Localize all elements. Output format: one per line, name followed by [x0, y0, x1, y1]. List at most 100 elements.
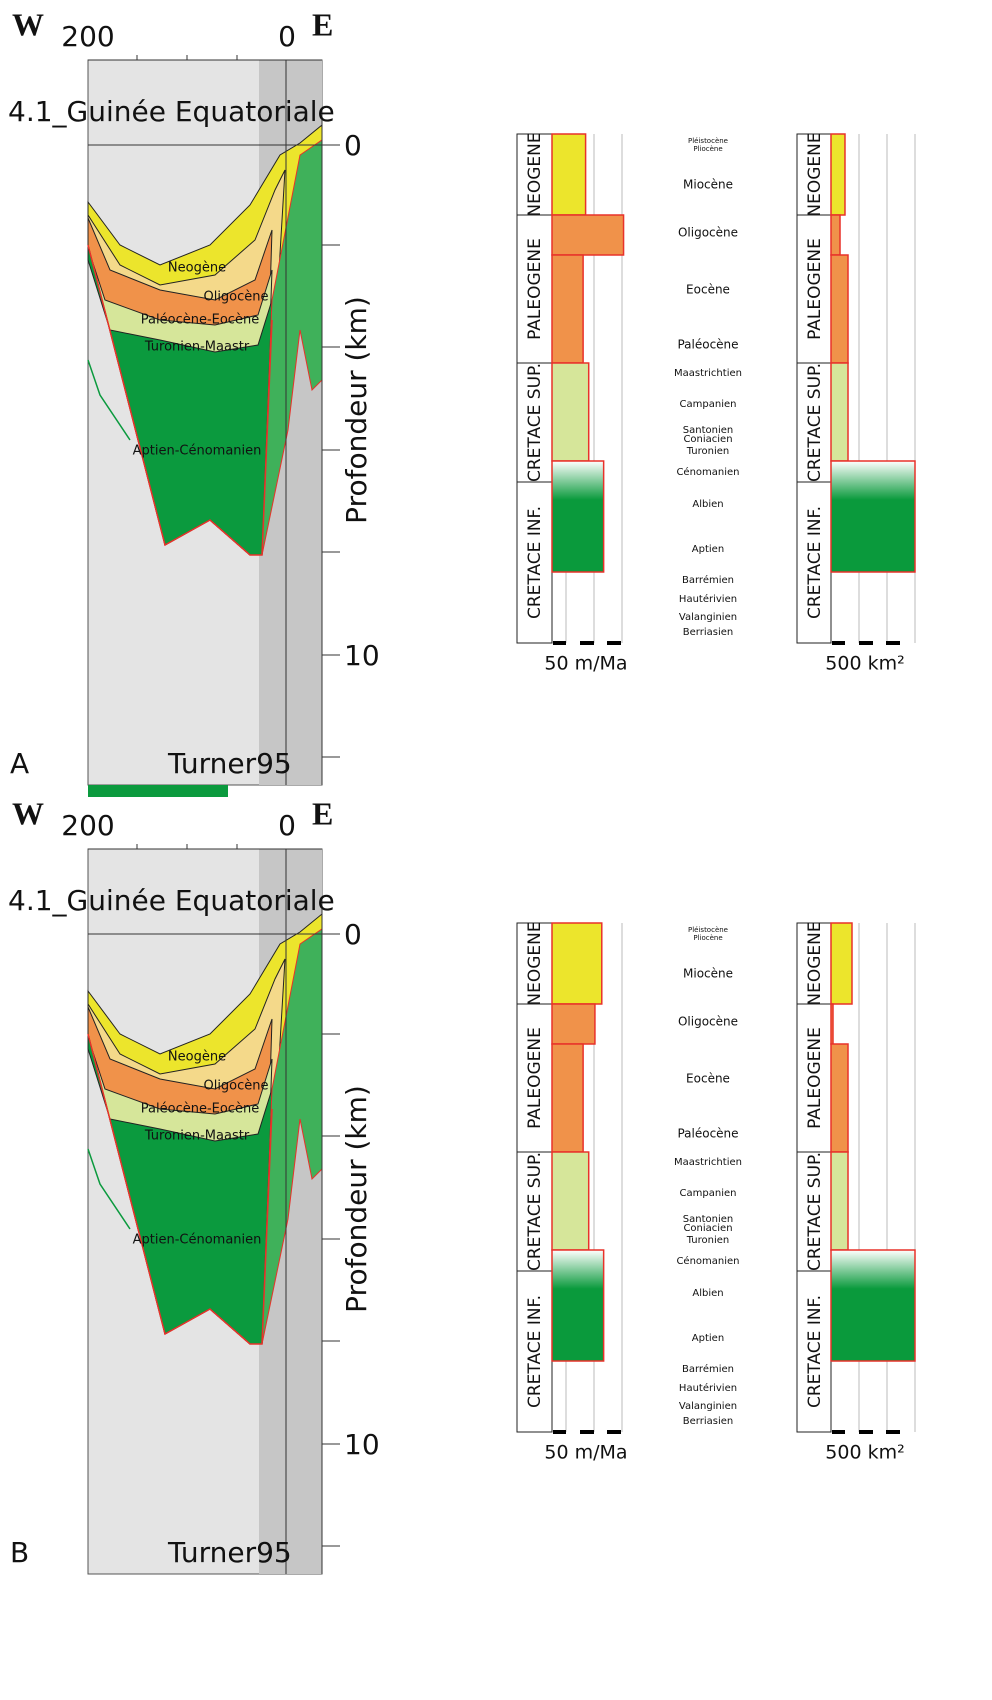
period-label: CRETACE SUP.	[525, 363, 545, 482]
stage-label: Paléocène	[677, 1127, 738, 1141]
stage-label: Albien	[692, 1288, 723, 1299]
stage-label: Oligocène	[678, 226, 738, 240]
bar	[551, 922, 603, 1005]
distance-tick: 0	[278, 809, 296, 842]
period-cell	[516, 1003, 553, 1153]
stage-label: Maastrichtien	[674, 368, 742, 379]
period-label: PALEOGENE	[525, 1027, 545, 1129]
depth-label: Profondeur (km)	[340, 296, 373, 524]
bar	[551, 133, 587, 216]
layer-label: Oligocène	[203, 290, 268, 305]
bar	[551, 1003, 596, 1045]
slope	[261, 139, 323, 556]
east: E	[312, 795, 333, 831]
bar	[830, 460, 916, 573]
east: E	[312, 6, 333, 42]
period-cell	[516, 481, 553, 644]
layer-label: Aptien-Cénomanien	[133, 444, 262, 459]
layer-label: Neogène	[168, 1050, 226, 1065]
bar	[551, 1151, 590, 1251]
bar	[830, 1249, 916, 1362]
period-cell	[796, 1003, 832, 1153]
distance-tick: 0	[278, 20, 296, 53]
stage-label: Coniacien	[683, 1223, 732, 1234]
period-label: CRETACE INF.	[805, 506, 825, 619]
green-line	[87, 1148, 131, 1230]
stage-label: Turonien	[686, 446, 730, 457]
panel: Neogène Oligocène Paléocène-Eocène Turonien…	[8, 6, 916, 797]
stage-label: Campanien	[680, 1188, 737, 1199]
period-label: NEOGENE	[525, 921, 545, 1005]
bar	[551, 362, 590, 462]
scale-label: 500 km²	[825, 653, 904, 675]
period-cell	[796, 133, 832, 216]
stage-label: Barrémien	[682, 1363, 734, 1375]
depth-tick-label: 0	[344, 129, 362, 162]
depth-tick-label: 0	[344, 918, 362, 951]
bar	[551, 214, 625, 256]
period-label: NEOGENE	[805, 921, 825, 1005]
bar	[830, 1151, 849, 1251]
layer-label: Turonien-Maastr	[144, 340, 250, 355]
basin-outline	[87, 1033, 273, 1345]
depth-label: Profondeur (km)	[340, 1085, 373, 1313]
bar	[830, 362, 849, 462]
panel-label: B	[10, 1536, 29, 1569]
bar	[551, 1043, 584, 1153]
panel-label: A	[10, 747, 29, 780]
bar	[830, 1003, 834, 1045]
period-label: CRETACE SUP.	[805, 363, 825, 482]
reference: Turner95	[167, 1536, 292, 1569]
period-label: CRETACE INF.	[525, 1295, 545, 1408]
title: 4.1_Guinée Equatoriale	[8, 95, 335, 128]
period-label: NEOGENE	[525, 132, 545, 216]
period-label: CRETACE INF.	[525, 506, 545, 619]
stage-label: Pliocène	[693, 934, 722, 942]
layer-label: Paléocène-Eocène	[141, 313, 259, 328]
period-cell	[516, 362, 553, 483]
layer-label: Oligocène	[203, 1079, 268, 1094]
period-label: NEOGENE	[805, 132, 825, 216]
stage-label: Santonien	[683, 425, 733, 436]
panel: Neogène Oligocène Paléocène-Eocène Turonien…	[8, 795, 916, 1575]
layer-label: Neogène	[168, 261, 226, 276]
stage-label: Cénomanien	[676, 1255, 739, 1267]
scale-label: 50 m/Ma	[544, 1442, 627, 1464]
bar	[551, 254, 584, 364]
period-label: CRETACE SUP.	[525, 1152, 545, 1271]
stage-label: Hautérivien	[679, 1382, 737, 1394]
period-label: PALEOGENE	[525, 238, 545, 340]
layer-label: Paléocène-Eocène	[141, 1102, 259, 1117]
stage-label: Paléocène	[677, 338, 738, 352]
period-label: CRETACE SUP.	[805, 1152, 825, 1271]
layer-label: Turonien-Maastr	[144, 1129, 250, 1144]
stage-label: Oligocène	[678, 1015, 738, 1029]
stage-label: Berriasien	[683, 627, 733, 638]
stage-label: Santonien	[683, 1214, 733, 1225]
bar	[551, 1249, 605, 1362]
stage-label: Miocène	[683, 178, 733, 192]
stage-label: Cénomanien	[676, 466, 739, 478]
bar	[830, 922, 853, 1005]
stage-label: Pléistocène	[688, 926, 728, 934]
depth-tick-label: 10	[344, 1428, 380, 1461]
stage-label: Valanginien	[679, 1401, 737, 1412]
slope	[261, 928, 323, 1345]
period-cell	[516, 133, 553, 216]
bar	[830, 133, 846, 216]
basin-outline	[87, 244, 273, 556]
period-cell	[516, 922, 553, 1005]
stage-label: Eocène	[686, 283, 730, 297]
reference: Turner95	[167, 747, 292, 780]
stage-label: Barrémien	[682, 574, 734, 586]
stage-label: Campanien	[680, 399, 737, 410]
stage-label: Hautérivien	[679, 593, 737, 605]
stage-label: Turonien	[686, 1235, 730, 1246]
legend-bar	[88, 785, 228, 797]
stage-label: Maastrichtien	[674, 1157, 742, 1168]
stage-label: Berriasien	[683, 1416, 733, 1427]
layer-label: Aptien-Cénomanien	[133, 1233, 262, 1248]
stage-label: Pléistocène	[688, 137, 728, 145]
stage-label: Valanginien	[679, 612, 737, 623]
